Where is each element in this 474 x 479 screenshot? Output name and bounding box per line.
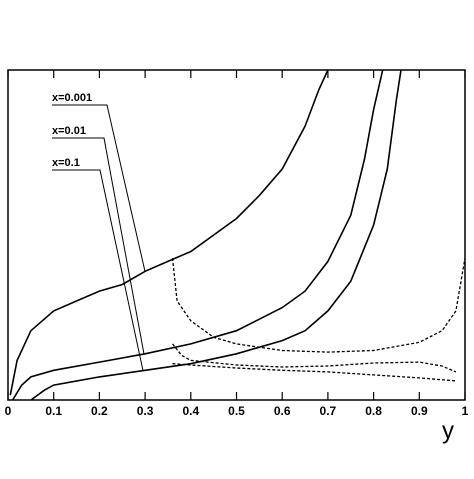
curves: [9, 70, 465, 400]
curve: [9, 70, 329, 396]
x-tick-label: 0.7: [320, 404, 337, 418]
x-tick-label: 1: [462, 404, 469, 418]
series-label: x=0.001: [52, 92, 92, 104]
dashed-curve: [172, 363, 456, 382]
series-label: x=0.01: [52, 125, 86, 137]
leader-line: [52, 169, 144, 371]
leader-line: [52, 137, 145, 355]
x-axis-label: y: [442, 417, 454, 444]
x-tick-label: 0: [5, 404, 12, 418]
dashed-curve: [171, 343, 457, 373]
x-tick-label: 0.3: [137, 404, 154, 418]
dashed-curve: [171, 257, 465, 353]
x-tick-label: 0.4: [182, 404, 199, 418]
curve: [11, 70, 384, 400]
plot-frame: [7, 69, 466, 401]
x-tick-label: 0.6: [274, 404, 291, 418]
x-tick-label: 0.1: [45, 404, 62, 418]
x-tick-label: 0.9: [411, 404, 428, 418]
x-tick-label: 0.2: [91, 404, 108, 418]
series-label: x=0.1: [52, 157, 80, 169]
curve: [30, 70, 402, 400]
leader-line: [52, 104, 146, 272]
x-tick-label: 0.8: [365, 404, 382, 418]
x-tick-label: 0.5: [228, 404, 245, 418]
